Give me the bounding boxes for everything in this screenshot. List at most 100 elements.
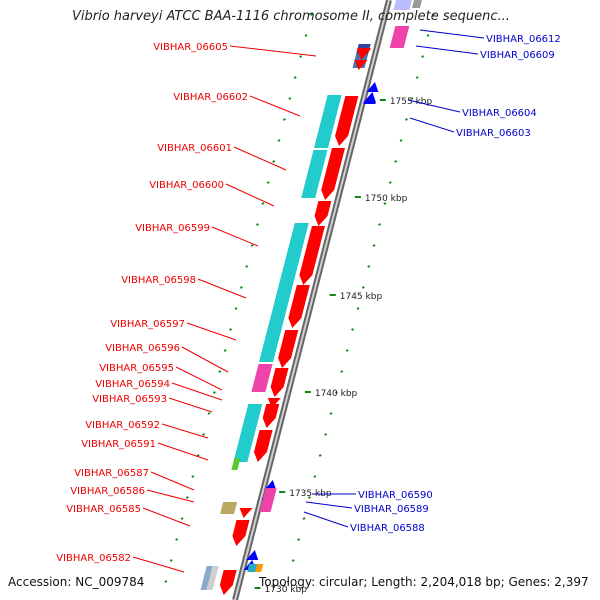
reverse-gene-leader [305, 501, 353, 509]
pink-cds-block [251, 364, 273, 392]
inner-tick-mark [277, 139, 281, 142]
lavender-block [393, 0, 412, 10]
kbp-tick-label: 1755 kbp [390, 97, 433, 107]
forward-gene-label[interactable]: VIBHAR_06600 [149, 180, 224, 191]
inner-tick-mark [185, 496, 189, 499]
forward-gene-label[interactable]: VIBHAR_06602 [173, 92, 248, 103]
outer-tick-mark [340, 370, 344, 373]
inner-tick-mark [288, 97, 292, 100]
inner-tick-mark [223, 349, 227, 352]
pink-reverse-block [259, 488, 277, 512]
outer-tick-mark [394, 160, 398, 163]
inner-tick-mark [293, 76, 297, 79]
forward-gene-leader [146, 489, 195, 503]
inner-tick-mark [234, 307, 238, 310]
forward-gene-arrow [262, 404, 280, 428]
forward-gene-label[interactable]: VIBHAR_06598 [121, 275, 196, 286]
reverse-gene-label[interactable]: VIBHAR_06589 [354, 504, 429, 515]
outer-tick-mark [388, 181, 392, 184]
reverse-gene-leader [419, 29, 485, 39]
forward-gene-label[interactable]: VIBHAR_06591 [81, 439, 156, 450]
inner-tick-mark [309, 13, 313, 16]
forward-gene-arrow [270, 368, 289, 397]
outer-tick-mark [297, 538, 301, 541]
forward-gene-label[interactable]: VIBHAR_06587 [74, 468, 149, 479]
outer-tick-mark [383, 202, 387, 205]
forward-gene-label[interactable]: VIBHAR_06596 [105, 343, 180, 354]
topology-summary: Topology: circular; Length: 2,204,018 bp… [259, 575, 589, 589]
forward-gene-leader [249, 95, 301, 117]
forward-gene-leader [197, 278, 247, 299]
inner-tick-mark [256, 223, 259, 226]
forward-gene-label[interactable]: VIBHAR_06585 [66, 504, 141, 515]
inner-tick-mark [245, 265, 249, 268]
cds-track-block [267, 223, 309, 330]
outer-tick-mark [372, 244, 376, 247]
forward-gene-arrow [299, 226, 325, 285]
inner-tick-mark [196, 454, 200, 457]
reverse-gene-label[interactable]: VIBHAR_06590 [358, 490, 433, 501]
inner-tick-mark [229, 328, 232, 331]
forward-gene-leader [157, 442, 209, 461]
forward-gene-arrow [335, 96, 359, 146]
kbp-tick-label: 1740 kbp [315, 389, 358, 399]
forward-gene-leader [181, 346, 229, 373]
outer-tick-mark [421, 55, 425, 58]
forward-gene-label[interactable]: VIBHAR_06586 [70, 486, 145, 497]
forward-gene-label[interactable]: VIBHAR_06582 [56, 553, 131, 564]
green-feature-block [231, 458, 241, 470]
reverse-gene-leader [407, 99, 461, 113]
forward-gene-arrow [357, 48, 371, 60]
reverse-gene-label[interactable]: VIBHAR_06612 [486, 34, 561, 45]
forward-gene-label[interactable]: VIBHAR_06592 [85, 420, 160, 431]
forward-gene-leader [132, 556, 185, 573]
reverse-gene-label[interactable]: VIBHAR_06609 [480, 50, 555, 61]
orange-block [255, 564, 264, 572]
inner-tick-mark [299, 55, 303, 58]
outer-tick-mark [302, 517, 306, 520]
forward-gene-label[interactable]: VIBHAR_06594 [95, 379, 170, 390]
forward-gene-label[interactable]: VIBHAR_06605 [153, 42, 228, 53]
forward-gene-label[interactable]: VIBHAR_06599 [135, 223, 210, 234]
inner-tick-mark [191, 475, 195, 478]
outer-tick-mark [291, 559, 295, 562]
forward-gene-label[interactable]: VIBHAR_06593 [92, 394, 167, 405]
outer-tick-mark [345, 349, 349, 352]
outer-tick-mark [329, 412, 333, 415]
forward-gene-label[interactable]: VIBHAR_06597 [110, 319, 185, 330]
forward-gene-leader [142, 507, 191, 527]
inner-tick-mark [202, 433, 206, 436]
kbp-tick-label: 1730 kbp [265, 585, 308, 595]
forward-gene-leader [211, 226, 259, 247]
inner-tick-mark [239, 286, 243, 289]
reverse-gene-label[interactable]: VIBHAR_06603 [456, 128, 531, 139]
inner-tick-mark [304, 34, 308, 37]
forward-gene-arrow [219, 570, 237, 595]
forward-gene-leader [171, 382, 223, 401]
outer-tick-mark [426, 34, 430, 37]
outer-tick-mark [367, 265, 371, 268]
kbp-tick-label: 1735 kbp [289, 489, 332, 499]
forward-gene-label[interactable]: VIBHAR_06601 [157, 143, 232, 154]
outer-tick-mark [307, 496, 311, 499]
inner-tick-mark [261, 202, 265, 205]
forward-gene-leader [186, 322, 237, 341]
kbp-tick-label: 1750 kbp [365, 194, 408, 204]
inner-tick-mark [218, 370, 222, 373]
forward-gene-arrow [239, 508, 253, 518]
forward-gene-leader [161, 423, 209, 439]
inner-tick-mark [164, 580, 168, 583]
reverse-gene-label[interactable]: VIBHAR_06604 [462, 108, 537, 119]
inner-tick-mark [283, 118, 286, 121]
forward-gene-leader [175, 366, 223, 391]
forward-gene-arrow [288, 285, 310, 328]
forward-gene-arrow [314, 201, 332, 226]
forward-gene-leader [168, 397, 213, 413]
reverse-gene-label[interactable]: VIBHAR_06588 [350, 523, 425, 534]
kbp-tick-label: 1745 kbp [340, 292, 383, 302]
forward-gene-leader [225, 183, 275, 207]
forward-gene-label[interactable]: VIBHAR_06595 [99, 363, 174, 374]
reverse-gene-arrow [264, 480, 277, 490]
